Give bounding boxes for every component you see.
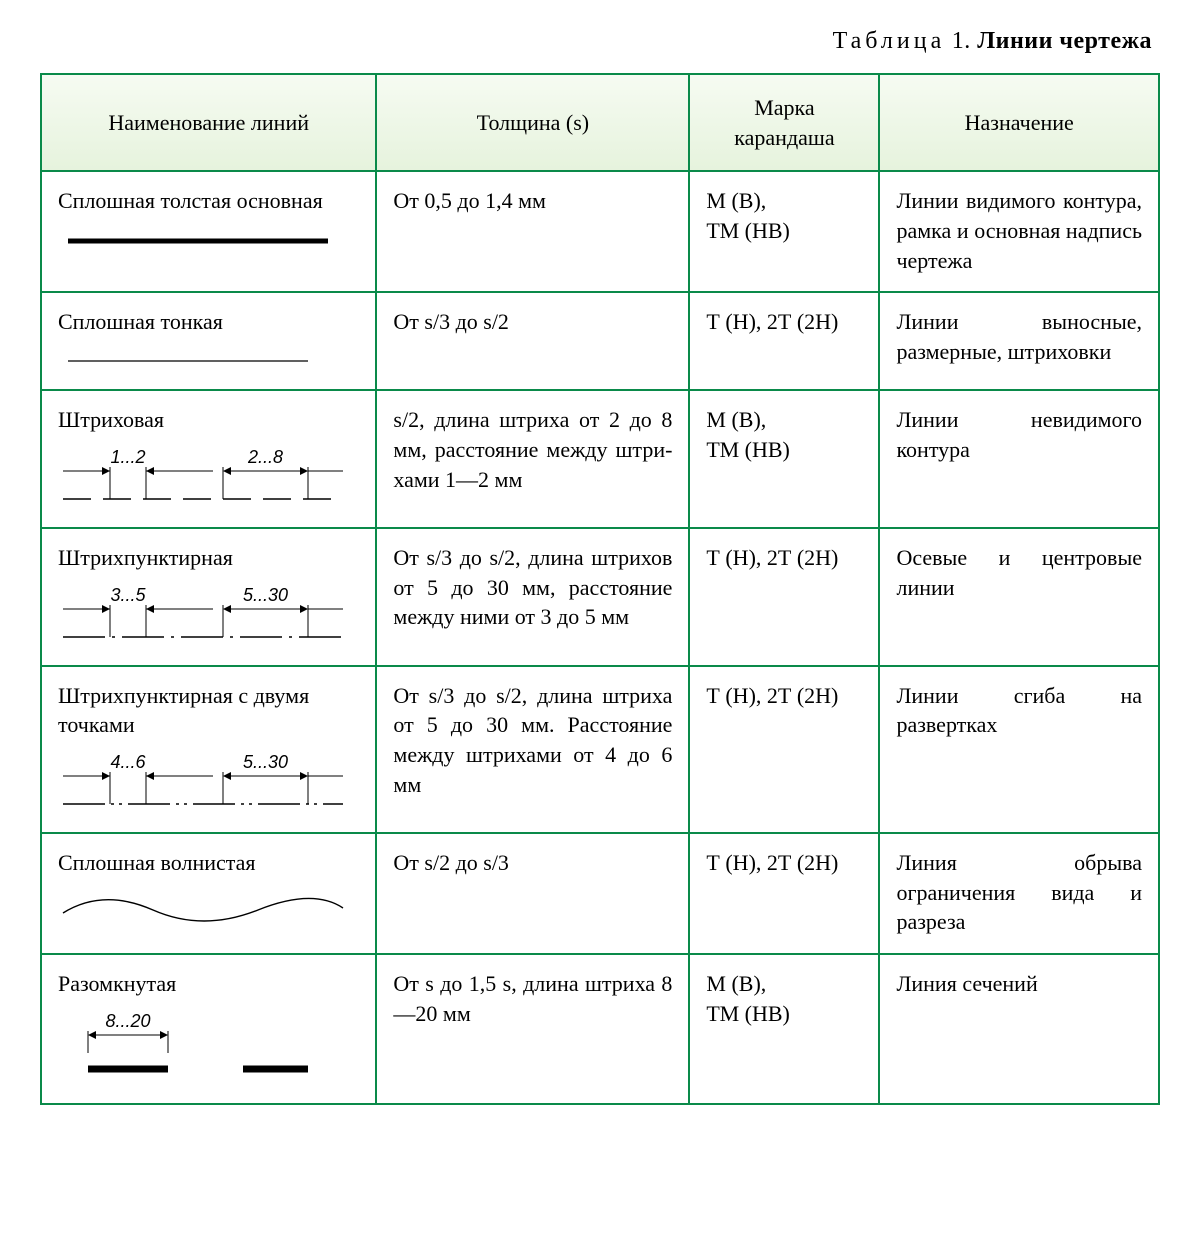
table-header-row: Наименование линий Толщина (s) Марка кар… (41, 74, 1159, 171)
cell-thickness: От s/2 до s/3 (376, 833, 689, 954)
table-row: Сплошная толстая основная От 0,5 до 1,4 … (41, 171, 1159, 292)
caption-title: Линии чертежа (977, 28, 1152, 54)
sample-thick-solid (58, 226, 348, 256)
page: Таблица 1. Линии чертежа Наименование ли… (0, 0, 1200, 1145)
cell-purpose: Осевые и центро­вые линии (879, 528, 1159, 666)
svg-text:4...6: 4...6 (110, 752, 146, 772)
line-name: Разомкнутая (58, 969, 359, 999)
table-row: Штрихпунктирная с двумя точками 4...6 5...… (41, 666, 1159, 833)
col-name: Наименование линий (41, 74, 376, 171)
table-caption: Таблица 1. Линии чертежа (40, 28, 1152, 55)
table-row: Штрихпунктирная 3...5 5...30 От s/3 до s/2,… (41, 528, 1159, 666)
cell-thickness: От s/3 до s/2 (376, 292, 689, 390)
sample-wavy (58, 888, 348, 928)
sample-open: 8...20 (58, 1009, 348, 1087)
col-pencil: Марка карандаша (689, 74, 879, 171)
cell-thickness: От s/3 до s/2, дли­на штриха от 5 до 30 … (376, 666, 689, 833)
cell-thickness: От 0,5 до 1,4 мм (376, 171, 689, 292)
sample-dash_dot: 3...5 5...30 (58, 583, 348, 649)
cell-pencil: М (В),ТМ (НВ) (689, 171, 879, 292)
cell-name: Сплошная тонкая (41, 292, 376, 390)
line-name: Сплошная волнистая (58, 848, 359, 878)
lines-table: Наименование линий Толщина (s) Марка кар… (40, 73, 1160, 1105)
cell-name: Сплошная толстая основная (41, 171, 376, 292)
line-name: Сплошная толстая основная (58, 186, 359, 216)
svg-text:8...20: 8...20 (105, 1011, 150, 1031)
svg-text:3...5: 3...5 (110, 585, 146, 605)
table-row: Штриховая 1...2 2...8 s/2, длина штриха от … (41, 390, 1159, 528)
svg-text:5...30: 5...30 (243, 585, 288, 605)
cell-purpose: Линии вынос­ные, размерные, штриховки (879, 292, 1159, 390)
line-name: Штрихпунктирная с двумя точками (58, 681, 359, 740)
caption-prefix: Таблица (833, 28, 946, 54)
cell-name: Штриховая 1...2 2...8 (41, 390, 376, 528)
table-row: Разомкнутая 8...20 От s до 1,5 s, длина шт… (41, 954, 1159, 1104)
cell-thickness: От s до 1,5 s, длина штриха 8—20 мм (376, 954, 689, 1104)
svg-text:2...8: 2...8 (247, 447, 283, 467)
cell-purpose: Линия обры­ва ограничения вида и разреза (879, 833, 1159, 954)
col-purpose: Назначение (879, 74, 1159, 171)
cell-pencil: Т (Н), 2Т (2Н) (689, 292, 879, 390)
cell-thickness: s/2, длина штриха от 2 до 8 мм, рассто­я… (376, 390, 689, 528)
caption-number: 1. (952, 28, 971, 54)
sample-dash_dot_dot: 4...6 5...30 (58, 750, 348, 816)
cell-thickness: От s/3 до s/2, дли­на штрихов от 5 до 30… (376, 528, 689, 666)
cell-pencil: М (В),ТМ (НВ) (689, 390, 879, 528)
cell-pencil: Т (Н), 2Т (2Н) (689, 833, 879, 954)
cell-purpose: Линии сгиба на развертках (879, 666, 1159, 833)
cell-pencil: Т (Н), 2Т (2Н) (689, 666, 879, 833)
cell-pencil: Т (Н), 2Т (2Н) (689, 528, 879, 666)
cell-name: Сплошная волнистая (41, 833, 376, 954)
line-name: Сплошная тонкая (58, 307, 359, 337)
sample-dashed: 1...2 2...8 (58, 445, 348, 511)
sample-thin-solid (58, 347, 348, 373)
cell-pencil: М (В),ТМ (НВ) (689, 954, 879, 1104)
cell-name: Штрихпунктирная 3...5 5...30 (41, 528, 376, 666)
table-row: Сплошная тонкая От s/3 до s/2Т (Н), 2Т (… (41, 292, 1159, 390)
line-name: Штрихпунктирная (58, 543, 359, 573)
col-thickness: Толщина (s) (376, 74, 689, 171)
cell-purpose: Линии видимого контура, рамка и основная… (879, 171, 1159, 292)
cell-name: Разомкнутая 8...20 (41, 954, 376, 1104)
svg-text:1...2: 1...2 (110, 447, 145, 467)
cell-purpose: Линия сечений (879, 954, 1159, 1104)
line-name: Штриховая (58, 405, 359, 435)
cell-name: Штрихпунктирная с двумя точками 4...6 5...… (41, 666, 376, 833)
svg-text:5...30: 5...30 (243, 752, 288, 772)
cell-purpose: Линии невиди­мого контура (879, 390, 1159, 528)
table-row: Сплошная волнистая От s/2 до s/3Т (Н), 2… (41, 833, 1159, 954)
